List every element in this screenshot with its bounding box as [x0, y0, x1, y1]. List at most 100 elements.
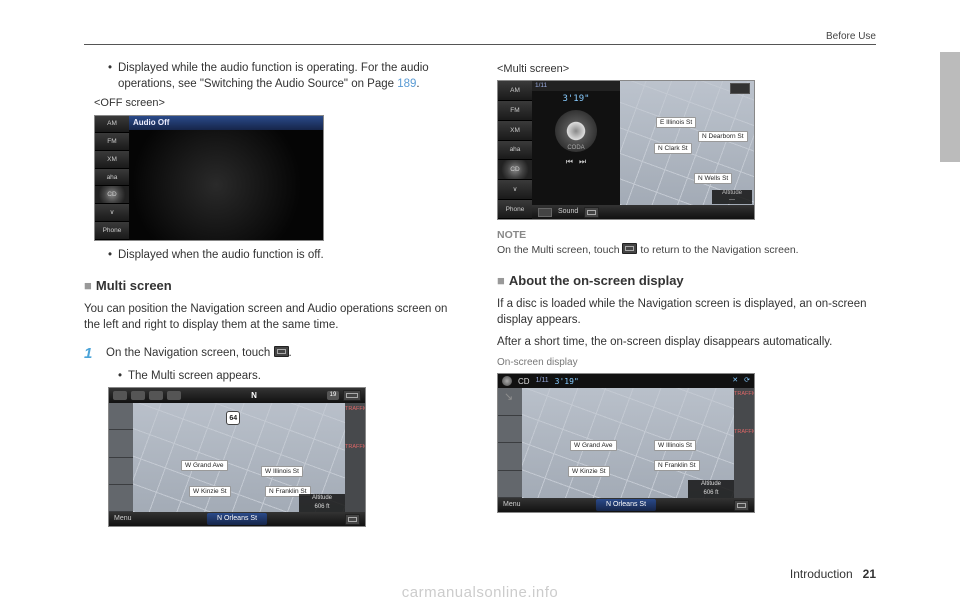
map-left-toolbar[interactable] [109, 403, 133, 512]
screenshot-caption: <OFF screen> [94, 96, 463, 111]
top-chip [131, 391, 145, 400]
map-right-toolbar[interactable]: TRAFFIC TRAFFIC [734, 388, 754, 498]
osd-caption: On-screen display [497, 356, 876, 370]
source-am-button[interactable]: AM [95, 116, 129, 134]
street-label: W Grand Ave [570, 440, 617, 451]
bullet-text: The Multi screen appears. [128, 368, 463, 384]
traffic-label: TRAFFIC [345, 406, 365, 414]
step-text: On the Navigation screen, touch [106, 347, 274, 359]
source-phone-button[interactable]: Phone [95, 222, 129, 240]
altitude-box: Altitude — [712, 190, 752, 204]
cd-label: CD [518, 376, 530, 387]
screenshot-caption: <Multi screen> [497, 62, 876, 77]
track-indicator: 1/11 [536, 376, 549, 386]
top-chip [167, 391, 181, 400]
footer-page-number: 21 [863, 566, 876, 583]
street-label: W Illinois St [654, 440, 696, 451]
elapsed-time: 3'19" [532, 93, 620, 106]
elapsed-time: 3'19" [555, 376, 579, 387]
next-track-button[interactable]: ⏭ [579, 156, 586, 167]
street-label: W Kinzie St [568, 466, 610, 477]
bullet-text: operations, see "Switching the Audio Sou… [118, 78, 397, 90]
map-right-toolbar[interactable]: TRAFFIC TRAFFIC [345, 403, 365, 512]
section-heading: ■About the on-screen display [497, 272, 876, 290]
source-scroll-down-button[interactable]: ∨ [95, 204, 129, 222]
note-heading: NOTE [497, 228, 876, 243]
page-footer: Introduction 21 [84, 566, 876, 583]
multi-screen-icon [622, 243, 637, 254]
step: 1 On the Navigation screen, touch . [84, 343, 463, 364]
osd-screen-shot: CD 1/11 3'19" ✕ ⟳ ↘ TRAFFIC TRAFFIC W Gr… [497, 373, 755, 513]
step-number: 1 [84, 343, 106, 364]
menu-button[interactable]: Menu [503, 500, 521, 510]
altitude-box: Altitude 606 ft [688, 480, 734, 498]
route-shield: 64 [226, 411, 240, 425]
source-cd-button[interactable]: CD [498, 160, 532, 180]
source-aha-button[interactable]: aha [95, 169, 129, 187]
source-aha-button[interactable]: aha [498, 141, 532, 161]
current-street: N Orleans St [596, 499, 656, 511]
source-xm-button[interactable]: XM [95, 151, 129, 169]
altitude-box: Altitude 606 ft [299, 494, 345, 512]
prev-track-button[interactable]: ⏮ [566, 156, 573, 167]
traffic-label: TRAFFIC [734, 391, 754, 399]
track-indicator: 1/11 [535, 82, 547, 89]
street-label: N Wells St [694, 173, 732, 184]
traffic-label: TRAFFIC [734, 429, 754, 437]
map-left-toolbar[interactable] [498, 388, 522, 498]
note-text: On the Multi screen, touch to return to … [497, 243, 876, 258]
bullet-item: • The Multi screen appears. [118, 368, 463, 384]
repeat-icon: ⟳ [744, 376, 750, 386]
step-text: . [289, 347, 292, 359]
multi-screen-icon [274, 346, 289, 357]
footer-chapter: Introduction [790, 566, 853, 583]
multi-screen-icon[interactable] [584, 207, 599, 218]
source-cd-button[interactable]: CD [95, 186, 129, 204]
multi-screen-icon[interactable] [730, 83, 750, 94]
source-am-button[interactable]: AM [498, 81, 532, 101]
street-label: W Grand Ave [181, 460, 228, 471]
section-heading: ■Multi screen [84, 277, 463, 295]
grid-icon[interactable] [538, 208, 552, 217]
watermark: carmanualsonline.info [0, 582, 960, 603]
source-fm-button[interactable]: FM [95, 133, 129, 151]
street-label: E Illinois St [656, 117, 696, 128]
bullet-text: Displayed while the audio function is op… [118, 62, 429, 74]
paragraph: After a short time, the on-screen displa… [497, 334, 876, 350]
source-fm-button[interactable]: FM [498, 101, 532, 121]
album-title: CODA [532, 144, 620, 152]
route-badge: 19 [327, 391, 339, 400]
multi-screen-icon[interactable] [734, 500, 749, 511]
multi-screen-icon[interactable] [343, 390, 361, 401]
header-rule [84, 44, 876, 45]
paragraph: If a disc is loaded while the Navigation… [497, 296, 876, 328]
off-screen-shot: AM FM XM aha CD ∨ Phone Audio Off [94, 115, 324, 241]
street-label: N Franklin St [654, 460, 700, 471]
shuffle-icon: ✕ [732, 376, 738, 386]
audio-off-title: Audio Off [129, 116, 323, 130]
source-xm-button[interactable]: XM [498, 121, 532, 141]
bullet-item: • Displayed while the audio function is … [108, 60, 463, 92]
source-phone-button[interactable]: Phone [498, 200, 532, 220]
source-scroll-down-button[interactable]: ∨ [498, 180, 532, 200]
audio-off-body [129, 130, 323, 240]
top-chip [113, 391, 127, 400]
street-label: W Illinois St [261, 466, 303, 477]
traffic-label: TRAFFIC [345, 444, 365, 452]
bullet-item: • Displayed when the audio function is o… [108, 247, 463, 263]
street-label: N Dearborn St [698, 131, 748, 142]
bullet-text: Displayed when the audio function is off… [118, 247, 463, 263]
nav-screen-shot: N 19 TRAFFIC TRAFFIC 64 W Grand Ave W Il… [108, 387, 366, 527]
menu-button[interactable]: Menu [114, 514, 132, 524]
thumb-tab [940, 52, 960, 162]
paragraph: You can position the Navigation screen a… [84, 301, 463, 333]
cd-icon [502, 376, 512, 386]
current-street: N Orleans St [207, 513, 267, 525]
header-section: Before Use [826, 30, 876, 44]
sound-button[interactable]: Sound [558, 207, 578, 217]
street-label: N Clark St [654, 143, 692, 154]
multi-screen-icon[interactable] [345, 514, 360, 525]
bullet-text: . [416, 78, 419, 90]
page-link[interactable]: 189 [397, 78, 416, 90]
top-chip [149, 391, 163, 400]
